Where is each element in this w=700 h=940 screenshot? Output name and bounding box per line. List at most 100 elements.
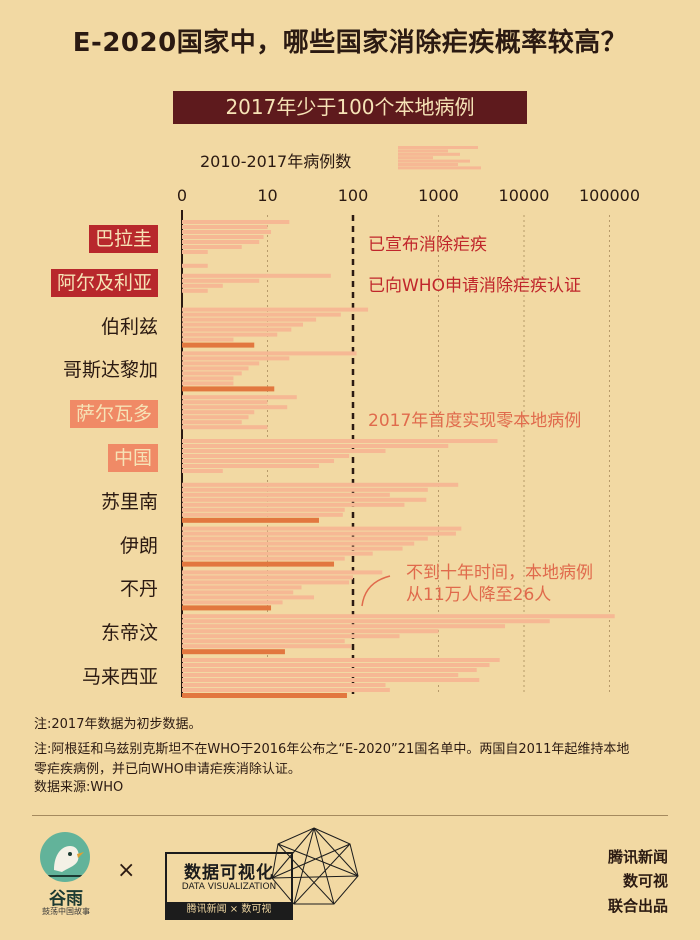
bar-chart xyxy=(181,210,615,698)
credit-joint: 联合出品 xyxy=(607,897,668,915)
bar-2017 xyxy=(182,649,285,655)
bar-2017 xyxy=(182,517,319,523)
bar-2011 xyxy=(182,444,449,448)
bar-2014 xyxy=(182,546,403,551)
legend-bar xyxy=(398,166,481,170)
legend-bar xyxy=(398,159,470,163)
bar-2016 xyxy=(182,600,283,605)
bar-2012 xyxy=(182,273,331,278)
bar-2011 xyxy=(182,575,353,580)
bar-2012 xyxy=(182,492,390,497)
guyu-logo-name: 谷雨 xyxy=(49,889,83,909)
bar-2010 xyxy=(182,526,462,531)
dv-logo-cn: 数据可视化 xyxy=(184,863,274,883)
note-argentina-line2: 零疟疾病例，并已向WHO申请疟疾消除认证。 xyxy=(34,762,301,777)
chart-subtitle: 2017年少于100个本地病例 xyxy=(173,91,527,124)
bar-2010 xyxy=(182,658,500,662)
bar-2013 xyxy=(182,235,264,239)
bar-2014 xyxy=(182,634,400,639)
credit-shukeshi: 数可视 xyxy=(622,872,668,890)
x-tick-label: 100000 xyxy=(578,186,641,205)
bar-2016 xyxy=(182,250,208,254)
legend-swatch xyxy=(398,146,481,170)
bar-2010 xyxy=(182,351,357,356)
bar-2015 xyxy=(182,507,345,512)
footer-divider xyxy=(32,815,668,816)
guyu-logo-icon xyxy=(40,832,90,882)
bar-2015 xyxy=(182,464,319,468)
bar-2013 xyxy=(182,322,303,327)
bar-2016 xyxy=(182,425,268,430)
bar-2013 xyxy=(182,366,249,371)
bar-2014 xyxy=(182,678,480,682)
bar-2011 xyxy=(182,663,490,667)
country-label: 不丹 xyxy=(119,578,158,601)
legend-bar xyxy=(398,149,448,153)
bar-2012 xyxy=(182,317,317,322)
bar-2015 xyxy=(182,683,386,687)
bar-2014 xyxy=(182,590,294,595)
bar-2013 xyxy=(182,585,302,590)
legend-bar xyxy=(398,163,458,166)
bar-2017 xyxy=(182,342,255,348)
bar-2015 xyxy=(182,595,315,600)
bar-2010 xyxy=(182,307,369,312)
bar-2013 xyxy=(182,497,427,502)
bar-2015 xyxy=(182,420,242,425)
guyu-logo-sub: 鼓荡中国故事 xyxy=(42,907,90,916)
bar-2015 xyxy=(182,288,208,293)
bar-2012 xyxy=(182,405,288,410)
data-source: 数据来源:WHO xyxy=(34,780,124,795)
bar-2016 xyxy=(182,469,223,473)
polyhedron-icon xyxy=(271,827,359,905)
country-label: 巴拉圭 xyxy=(88,225,158,253)
x-tick-label: 10 xyxy=(257,186,278,205)
bar-2012 xyxy=(182,449,386,453)
annotation-applied: 已向WHO申请消除疟疾认证 xyxy=(368,276,581,296)
bar-2015 xyxy=(182,376,234,381)
bar-2012 xyxy=(182,361,260,366)
dv-logo-en: DATA VISUALIZATION xyxy=(181,882,277,892)
legend-bar xyxy=(398,156,433,160)
chart-title: E-2020国家中，哪些国家消除疟疾概率较高？ xyxy=(72,28,628,58)
bar-2013 xyxy=(182,410,255,415)
bar-2012 xyxy=(182,668,477,672)
bar-2016 xyxy=(182,644,352,649)
bar-2010 xyxy=(182,395,297,400)
legend-bar xyxy=(398,146,478,149)
note-argentina-line1: 注:阿根廷和乌兹别克斯坦不在WHO于2016年公布之“E-2020”21国名单中… xyxy=(34,742,630,757)
annotation-bhutan-line2: 从11万人降至26人 xyxy=(406,585,552,605)
annotation-declared: 已宣布消除疟疾 xyxy=(368,235,487,255)
bar-2016 xyxy=(182,381,234,386)
country-label: 哥斯达黎加 xyxy=(62,359,158,382)
bar-2013 xyxy=(182,454,350,458)
bar-2014 xyxy=(182,415,249,420)
bar-2014 xyxy=(182,327,292,332)
x-tick-label: 10000 xyxy=(498,186,550,205)
bar-2013 xyxy=(182,629,439,634)
bar-2012 xyxy=(182,536,428,541)
data-visualization-logo: 数据可视化 DATA VISUALIZATION 腾讯新闻 × 数可视 xyxy=(165,852,293,920)
bar-2010 xyxy=(182,570,383,575)
bar-2013 xyxy=(182,541,415,546)
annotation-zero-2017: 2017年首度实现零本地病例 xyxy=(368,411,582,431)
bar-2010 xyxy=(182,482,459,487)
bar-2013 xyxy=(182,278,260,283)
x-tick-label: 0 xyxy=(176,186,188,205)
note-preliminary: 注:2017年数据为初步数据。 xyxy=(34,717,202,732)
country-label: 马来西亚 xyxy=(81,666,158,688)
bhutan-annotation-bracket xyxy=(361,575,391,607)
x-tick-label: 100 xyxy=(337,186,369,205)
bar-2014 xyxy=(182,283,223,288)
bar-2015 xyxy=(182,332,278,337)
bar-2010 xyxy=(182,439,498,443)
bar-2014 xyxy=(182,502,405,507)
credit-tencent: 腾讯新闻 xyxy=(607,848,668,866)
bar-2016 xyxy=(182,556,345,561)
bar-2012 xyxy=(182,580,350,585)
country-label: 东帝汶 xyxy=(100,622,158,645)
bar-2015 xyxy=(182,245,242,249)
bar-2016 xyxy=(182,512,343,517)
bar-2011 xyxy=(182,619,550,624)
bar-2016 xyxy=(182,688,390,692)
